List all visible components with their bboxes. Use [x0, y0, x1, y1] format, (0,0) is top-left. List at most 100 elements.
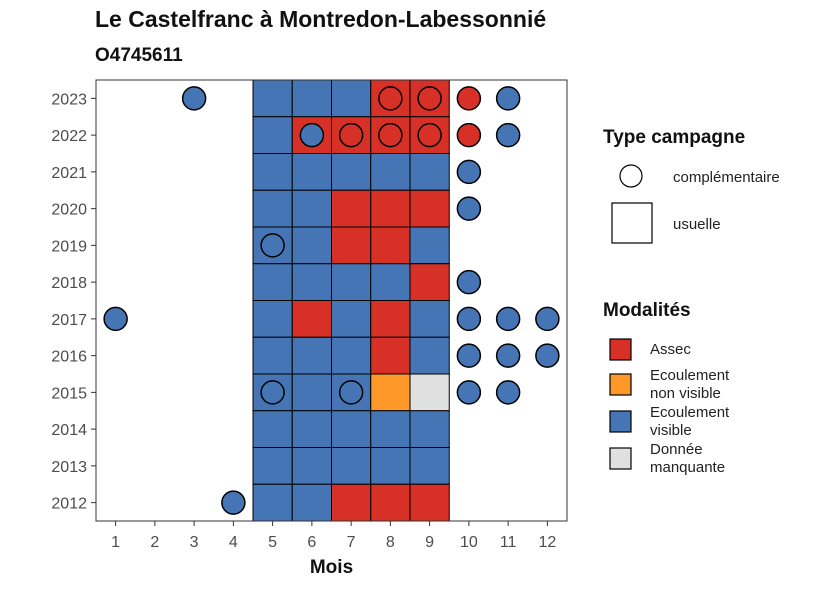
tile-2019-7: [331, 226, 372, 265]
tile-2014-5: [252, 410, 293, 448]
tile-2018-7: [331, 263, 372, 301]
y-tick-label: 2018: [51, 275, 87, 292]
y-axis: 2023 2022 2021 2020 2019 2018 2017 2016 2015 2014…: [51, 91, 96, 513]
point-2020-10: [456, 196, 482, 221]
tile-2018-5: [252, 263, 293, 301]
point-2016-11: [495, 343, 521, 368]
legend-title-modalites: Modalités: [603, 300, 691, 321]
point-2022-10: [456, 122, 482, 148]
tile-2017-7: [331, 300, 372, 338]
tile-2017-5: [252, 300, 293, 338]
legend-label-ecoulement-non-visible: Ecoulement: [650, 367, 730, 384]
tile-2014-7: [331, 410, 372, 448]
legend-label-donnee-manquante: manquante: [650, 459, 725, 476]
point-2017-1: [103, 306, 128, 332]
legend-key-ecoulement-visible: [609, 410, 632, 433]
tile-2019-8: [370, 226, 411, 265]
panel-border: [95, 79, 568, 522]
tile-2014-8: [370, 410, 411, 448]
tile-2019-9: [409, 226, 450, 265]
y-tick-label: 2013: [51, 459, 87, 476]
tile-2016-9: [409, 336, 450, 375]
tile-2015-8: [370, 373, 411, 412]
legend-key-ecoulement-non-visible: [609, 373, 632, 396]
legend-label-ecoulement-non-visible: non visible: [650, 385, 721, 402]
chart-subtitle: O4745611: [95, 45, 183, 66]
point-2023-10: [456, 86, 482, 111]
points: [103, 86, 560, 515]
y-tick-label: 2019: [51, 238, 87, 255]
point-2015-7: [338, 380, 364, 405]
legend-label-donnee-manquante: Donnée: [650, 441, 703, 458]
point-2023-8: [378, 86, 403, 111]
tile-2013-7: [331, 447, 372, 485]
point-2016-10: [456, 343, 482, 368]
x-tick-label: 11: [500, 534, 517, 551]
legend-title-type-campagne: Type campagne: [603, 127, 745, 148]
legend-key-complementaire: [619, 164, 643, 188]
tile-2015-6: [291, 373, 332, 412]
x-tick-label: 4: [229, 534, 238, 551]
tile-2016-6: [291, 336, 332, 375]
legend-key-assec: [609, 338, 632, 361]
y-tick-label: 2017: [51, 312, 87, 329]
point-2012-4: [221, 490, 246, 515]
tile-2013-8: [370, 447, 411, 485]
chart-title: Le Castelfranc à Montredon-Labessonnié: [95, 6, 547, 32]
tile-2022-5: [252, 116, 293, 154]
x-tick-label: 6: [307, 534, 316, 551]
legend-label-complementaire: complémentaire: [673, 169, 780, 186]
point-2021-10: [456, 159, 482, 185]
tile-2012-7: [331, 483, 372, 522]
point-2023-11: [495, 86, 521, 111]
legend-key-usuelle: [611, 202, 653, 244]
x-tick-label: 2: [150, 534, 159, 551]
tile-2014-9: [409, 410, 450, 448]
tile-2013-9: [409, 447, 450, 485]
y-tick-label: 2023: [51, 91, 87, 108]
y-tick-label: 2012: [51, 496, 87, 513]
tile-2016-7: [331, 336, 372, 375]
point-2022-9: [417, 122, 442, 148]
tile-2021-7: [331, 153, 372, 191]
tile-2020-9: [409, 189, 450, 228]
y-tick-label: 2014: [51, 422, 87, 439]
point-2015-10: [456, 380, 482, 405]
x-tick-label: 3: [190, 534, 199, 551]
y-tick-label: 2016: [51, 349, 87, 366]
tile-2020-6: [291, 189, 332, 228]
tile-2016-5: [252, 336, 293, 375]
tile-2017-8: [370, 300, 411, 338]
x-tick-label: 1: [111, 534, 120, 551]
tile-2016-8: [370, 336, 411, 375]
point-2022-11: [495, 122, 521, 148]
point-2015-11: [495, 380, 521, 405]
tile-2021-9: [409, 153, 450, 191]
legend-label-usuelle: usuelle: [673, 216, 721, 233]
y-tick-label: 2015: [51, 385, 87, 402]
point-2023-3: [181, 86, 207, 111]
tile-2012-5: [252, 483, 293, 522]
y-tick-label: 2020: [51, 202, 87, 219]
x-tick-label: 10: [460, 534, 478, 551]
tile-2012-9: [409, 483, 450, 522]
point-2023-9: [417, 86, 442, 111]
tile-2018-8: [370, 263, 411, 301]
legend: Type campagne complémentaire usuelle Modali…: [603, 127, 780, 476]
tile-2021-8: [370, 153, 411, 191]
x-tick-label: 8: [386, 534, 395, 551]
tile-2013-5: [252, 447, 293, 485]
tile-2012-6: [291, 483, 332, 522]
x-axis-title: Mois: [310, 557, 353, 578]
point-2019-5: [260, 233, 285, 258]
tile-2013-6: [291, 447, 332, 485]
tile-2017-6: [291, 300, 332, 338]
plot-panel: [95, 79, 568, 522]
x-tick-label: 12: [538, 534, 556, 551]
tile-2020-8: [370, 189, 411, 228]
legend-label-ecoulement-visible: visible: [650, 422, 692, 439]
tile-2014-6: [291, 410, 332, 448]
point-2022-6: [299, 122, 325, 148]
